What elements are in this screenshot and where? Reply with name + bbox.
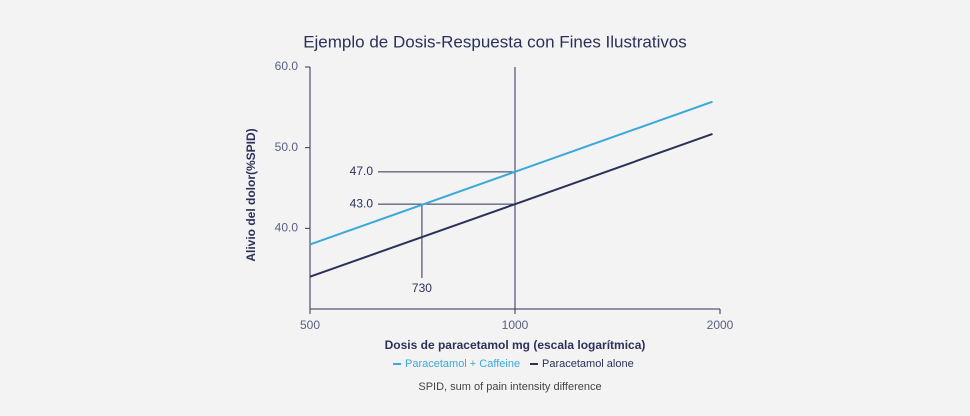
y-tick-label: 60.0 bbox=[275, 59, 299, 73]
x-tick-label: 2000 bbox=[707, 318, 734, 332]
legend-label: Paracetamol alone bbox=[542, 358, 634, 370]
x-tick-label: 1000 bbox=[502, 318, 529, 332]
y-tick-label: 40.0 bbox=[275, 221, 299, 235]
series-line bbox=[309, 100, 713, 246]
x-axis-label: Dosis de paracetamol mg (escala logarítm… bbox=[385, 338, 646, 352]
legend-label: Paracetamol + Caffeine bbox=[405, 358, 520, 370]
reference-label: 47.0 bbox=[350, 164, 374, 178]
x-tick-label: 500 bbox=[300, 318, 320, 332]
footnote: SPID, sum of pain intensity difference bbox=[418, 381, 601, 393]
chart-title: Ejemplo de Dosis-Respuesta con Fines Ilu… bbox=[303, 32, 687, 51]
reference-label: 730 bbox=[412, 281, 432, 295]
y-axis-label: Alivio del dolor(%SPID) bbox=[244, 128, 258, 261]
reference-label: 43.0 bbox=[350, 196, 374, 210]
y-tick-label: 50.0 bbox=[275, 140, 299, 154]
series-line bbox=[309, 133, 713, 278]
